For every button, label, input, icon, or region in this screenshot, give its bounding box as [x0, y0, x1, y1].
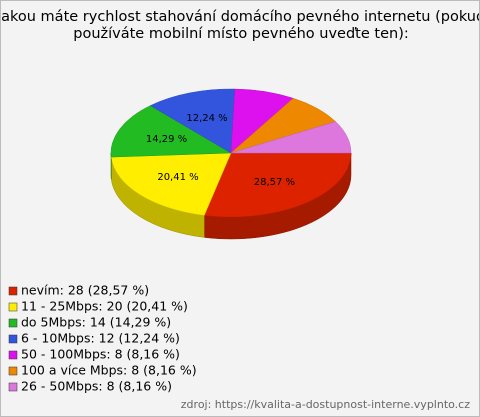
chart-title: používáte mobilní místo pevného uveďte t…: [73, 26, 408, 42]
legend-swatch: [8, 286, 18, 296]
pie-top: [110, 88, 352, 218]
slice-label: 20,41 %: [157, 172, 198, 183]
pie-slice: [110, 105, 232, 158]
slice-label: 28,57 %: [254, 177, 295, 188]
pie-slice: [110, 152, 232, 216]
legend-swatch: [8, 334, 18, 344]
slice-label: 14,29 %: [146, 134, 187, 145]
legend-swatch: [8, 302, 18, 312]
pie-slice: [203, 152, 352, 218]
legend-label: nevím: 28 (28,57 %): [21, 283, 149, 298]
pie-slice: [149, 88, 236, 154]
legend-label: 26 - 50Mbps: 8 (8,16 %): [21, 379, 172, 394]
chart-title: Jakou máte rychlost stahování domácího p…: [1, 9, 479, 25]
pie-slice: [230, 121, 352, 154]
legend-label: 100 a více Mbps: 8 (8,16 %): [21, 363, 197, 378]
legend-label: 6 - 10Mbps: 12 (12,24 %): [21, 331, 180, 346]
legend-swatch: [8, 382, 18, 392]
legend-swatch: [8, 350, 18, 360]
legend-swatch: [8, 318, 18, 328]
legend-swatch: [8, 366, 18, 376]
source-note: zdroj: https://kvalita-a-dostupnost-inte…: [181, 398, 470, 411]
legend-label: 50 - 100Mbps: 8 (8,16 %): [21, 347, 180, 362]
legend-label: do 5Mbps: 14 (14,29 %): [21, 315, 171, 330]
slice-label: 12,24 %: [186, 113, 227, 124]
legend-label: 11 - 25Mbps: 20 (20,41 %): [21, 299, 188, 314]
